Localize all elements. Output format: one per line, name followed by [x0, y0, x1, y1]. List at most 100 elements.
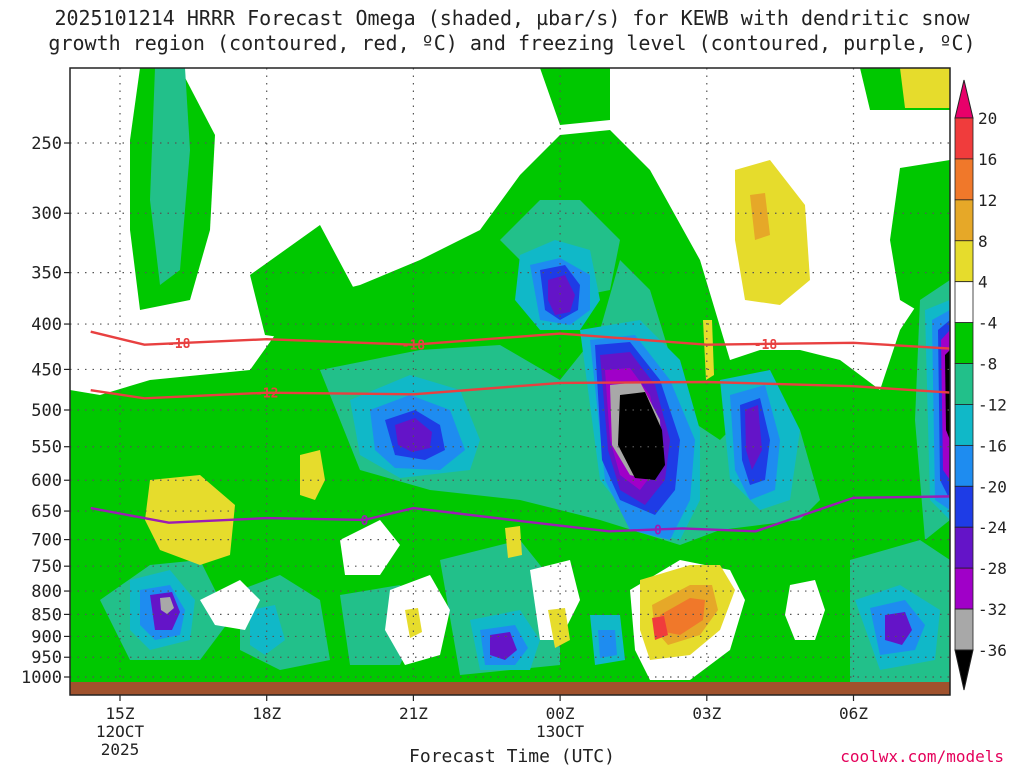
y-tick-label: 900 — [31, 627, 62, 647]
y-tick-label: 800 — [31, 582, 62, 602]
x-tick-year-label: 2025 — [101, 740, 140, 759]
ground-strip — [70, 682, 950, 695]
credit-link[interactable]: coolwx.com/models — [840, 747, 1004, 766]
colorbar-band — [954, 567, 974, 610]
omega-region — [145, 475, 235, 565]
ground-surface — [70, 682, 950, 695]
colorbar-band — [954, 158, 974, 201]
x-tick-label: 15Z — [106, 704, 135, 723]
colorbar-label: -16 — [978, 436, 1007, 455]
omega-region — [885, 612, 912, 645]
colorbar-band — [954, 199, 974, 242]
omega-region — [505, 526, 522, 558]
omega-region — [200, 580, 260, 630]
contour-label: -18 — [402, 339, 426, 354]
omega-region — [598, 630, 617, 658]
x-tick-date-label: 13OCT — [536, 722, 585, 741]
omega-region — [300, 450, 325, 500]
omega-region — [250, 605, 285, 655]
y-tick-label: 950 — [31, 648, 62, 668]
y-tick-label: 500 — [31, 401, 62, 421]
chart-title-line-1: 2025101214 HRRR Forecast Omega (shaded, … — [54, 6, 970, 30]
contour-line — [90, 495, 950, 533]
contour-label: 0 — [361, 514, 369, 529]
omega-region — [750, 193, 770, 240]
contour-label: -12 — [255, 387, 278, 402]
y-tick-label: 650 — [31, 502, 62, 522]
plot-frame — [69, 67, 951, 696]
y-tick-label: 750 — [31, 557, 62, 577]
omega-region — [160, 597, 174, 614]
omega-region — [490, 632, 517, 660]
contour-label: 0 — [654, 523, 662, 538]
colorbar-band — [954, 322, 974, 364]
contour-line — [90, 330, 950, 350]
colorbar-band — [954, 281, 974, 324]
y-tick-label: 850 — [31, 605, 62, 625]
colorbar-label: -20 — [978, 477, 1007, 496]
omega-region — [548, 275, 575, 315]
omega-shading — [70, 68, 950, 695]
colorbar-band — [954, 526, 974, 569]
x-tick-date-label: 12OCT — [96, 722, 145, 741]
omega-region — [652, 616, 668, 640]
colorbar-label: -36 — [978, 641, 1007, 660]
omega-region — [250, 225, 400, 340]
contours: -18 -18 -18 -12 0 0 — [90, 330, 950, 538]
omega-region — [660, 598, 705, 635]
colorbar-label: 12 — [978, 191, 997, 210]
y-tick-label: 350 — [31, 264, 62, 284]
x-tick-label: 00Z — [546, 704, 575, 723]
colorbar-label: 4 — [978, 273, 988, 292]
omega-region — [745, 405, 762, 470]
colorbar-band — [954, 363, 974, 405]
colorbar-top-arrow — [954, 79, 974, 119]
omega-region — [530, 560, 580, 640]
colorbar-band — [954, 117, 974, 160]
colorbar-band — [954, 240, 974, 283]
x-tick-label: 06Z — [839, 704, 868, 723]
colorbar-label: 16 — [978, 150, 997, 169]
y-tick-label: 550 — [31, 438, 62, 458]
omega-region — [340, 520, 400, 575]
colorbar: 20 16 12 8 4 -4 -8 -12 -16 -20 -24 -28 -32 -36 — [954, 79, 1007, 691]
colorbar-bottom-arrow — [954, 649, 974, 691]
contour-label: -18 — [167, 337, 191, 352]
x-axis-title: Forecast Time (UTC) — [409, 746, 615, 767]
colorbar-band — [954, 485, 974, 528]
colorbar-label: -32 — [978, 600, 1007, 619]
y-tick-label: 700 — [31, 531, 62, 551]
colorbar-band — [954, 404, 974, 446]
omega-region — [548, 608, 570, 648]
colorbar-band — [954, 608, 974, 651]
y-tick-label: 1000 — [21, 668, 62, 688]
omega-region — [785, 580, 825, 640]
axes: 2503003504004505005506006507007508008509… — [21, 67, 951, 759]
x-tick-label: 21Z — [399, 704, 428, 723]
colorbar-label: -8 — [978, 355, 997, 374]
chart-title-line-2: growth region (contoured, red, ºC) and f… — [48, 31, 976, 55]
contour-line — [90, 380, 950, 400]
colorbar-label: -12 — [978, 395, 1007, 414]
contour-label: -18 — [754, 338, 778, 353]
colorbar-label: 20 — [978, 109, 997, 128]
omega-region — [900, 68, 950, 108]
colorbar-label: -24 — [978, 518, 1007, 537]
y-tick-label: 400 — [31, 315, 62, 335]
colorbar-label: -4 — [978, 314, 997, 333]
colorbar-band — [954, 444, 974, 487]
y-tick-label: 250 — [31, 134, 62, 154]
omega-region — [540, 68, 610, 125]
omega-region — [945, 350, 950, 440]
y-tick-label: 450 — [31, 360, 62, 380]
omega-region — [703, 320, 714, 380]
omega-region — [618, 392, 665, 480]
omega-region — [890, 160, 950, 330]
y-tick-label: 600 — [31, 471, 62, 491]
omega-region — [150, 68, 190, 285]
omega-region — [395, 418, 432, 452]
x-tick-label: 18Z — [252, 704, 281, 723]
y-tick-label: 300 — [31, 204, 62, 224]
x-tick-label: 03Z — [692, 704, 721, 723]
